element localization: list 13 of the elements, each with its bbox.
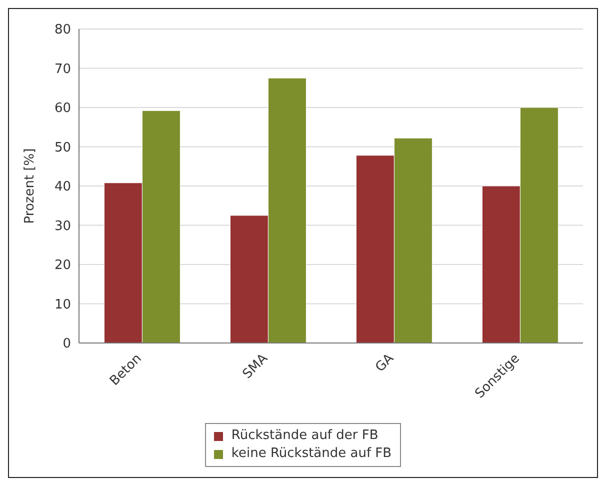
y-tick-label: 40 [54,180,71,195]
y-tick-label: 60 [54,101,71,116]
y-tick-label: 10 [54,297,71,312]
y-tick-label: 0 [62,336,71,352]
legend-label: Rückstände auf der FB [230,427,380,445]
legend-label: keine Rückstände auf FB [230,445,392,463]
x-tick-label: GA [372,351,397,376]
y-tick-label: 30 [54,218,71,234]
y-tick-label: 80 [54,22,71,38]
y-tick-label: 20 [54,258,71,274]
y-tick-label: 50 [54,140,71,156]
y-axis-title: Prozent [%] [22,148,38,224]
y-tick-label: 70 [54,62,71,77]
